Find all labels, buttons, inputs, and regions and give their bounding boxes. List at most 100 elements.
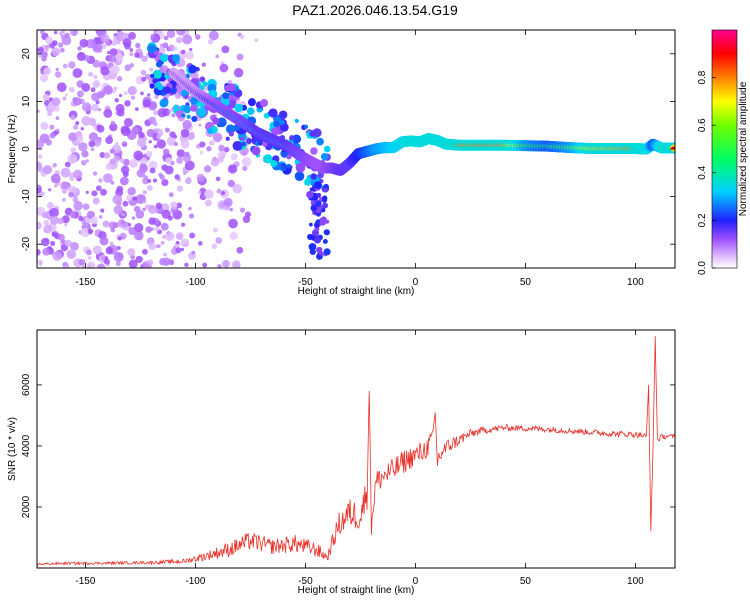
spectrogram-noise-blob bbox=[85, 249, 92, 256]
spectrogram-noise-blob bbox=[93, 74, 98, 79]
spectrogram-noise-blob bbox=[160, 241, 165, 245]
spectrogram-noise-blob bbox=[85, 190, 89, 194]
spectrogram-plume-blob bbox=[309, 187, 314, 192]
spectrogram-band-blob bbox=[273, 120, 280, 128]
spectrogram-noise-blob bbox=[118, 93, 123, 98]
spectrogram-noise-blob bbox=[124, 100, 131, 107]
spectrogram-plume-blob bbox=[321, 197, 328, 203]
spectrogram-noise-blob bbox=[127, 86, 137, 96]
spectrogram-noise-blob bbox=[40, 121, 49, 130]
spectrogram-noise-blob bbox=[148, 140, 152, 144]
spectrogram-noise-blob bbox=[70, 115, 76, 121]
spectrogram-noise-blob bbox=[61, 215, 70, 224]
spectrogram-noise-blob bbox=[254, 38, 259, 43]
spectrogram-noise-blob bbox=[140, 69, 147, 76]
spectrogram-band-blob bbox=[279, 123, 289, 132]
spectrogram-band-blob bbox=[286, 163, 292, 169]
spectrogram-band-blob bbox=[291, 134, 302, 144]
spectrogram-band-blob bbox=[203, 81, 208, 87]
spectrogram-noise-blob bbox=[112, 222, 119, 228]
spectrogram-noise-blob bbox=[92, 42, 103, 53]
spectrogram-noise-blob bbox=[180, 247, 185, 252]
snr-panel: -150 -100 -50 0 50 100 2000 4000 6000 Height of… bbox=[7, 329, 676, 596]
spectrogram-noise-blob bbox=[105, 41, 111, 47]
spectrogram-noise-blob bbox=[165, 157, 172, 164]
spectrogram-noise-blob bbox=[88, 140, 96, 148]
spectrogram-band-blob bbox=[199, 76, 206, 82]
spectrogram-noise-blob bbox=[175, 240, 180, 245]
spectrogram-noise-blob bbox=[43, 165, 53, 175]
spectrogram-noise-blob bbox=[133, 150, 144, 161]
spectrogram-noise-blob bbox=[176, 157, 183, 164]
spectrogram-plume-blob bbox=[322, 238, 328, 244]
spectrogram-noise-blob bbox=[241, 157, 252, 167]
spectrogram-noise-blob bbox=[195, 34, 201, 40]
spectrogram-band-blob bbox=[295, 162, 306, 173]
spectrogram-noise-blob bbox=[109, 241, 114, 246]
spectrogram-x-tick-label: 100 bbox=[627, 277, 644, 288]
spectrogram-noise-blob bbox=[113, 205, 124, 215]
spectrogram-noise-blob bbox=[104, 256, 109, 260]
spectrogram-noise-blob bbox=[51, 97, 61, 107]
spectrogram-noise-blob bbox=[171, 113, 176, 118]
spectrogram-plume-blob bbox=[325, 219, 330, 224]
spectrogram-noise-blob bbox=[80, 227, 91, 238]
spectrogram-band-blob bbox=[190, 104, 198, 112]
spectrogram-noise-blob bbox=[59, 31, 63, 36]
spectrogram-noise-blob bbox=[69, 211, 77, 219]
spectrogram-band-blob bbox=[181, 113, 186, 118]
spectrogram-noise-blob bbox=[148, 242, 156, 250]
spectrogram-x-ticks: -150 -100 -50 0 50 100 bbox=[75, 30, 644, 288]
spectrogram-band-blob bbox=[185, 73, 190, 79]
spectrogram-noise-blob bbox=[43, 224, 53, 234]
spectrogram-noise-blob bbox=[87, 255, 92, 260]
spectrogram-noise-blob bbox=[227, 164, 238, 174]
spectrogram-noise-blob bbox=[139, 163, 148, 173]
spectrogram-plume-blob bbox=[320, 216, 327, 222]
spectrogram-noise-blob bbox=[207, 39, 214, 45]
spectrogram-noise-blob bbox=[98, 178, 103, 183]
spectrogram-noise-blob bbox=[72, 68, 83, 78]
spectrogram-noise-blob bbox=[56, 82, 67, 93]
spectrogram-noise-blob bbox=[81, 82, 91, 92]
spectrogram-band-blob bbox=[246, 107, 255, 115]
spectrogram-noise-blob bbox=[109, 123, 118, 132]
spectrogram-band-blob bbox=[225, 124, 236, 134]
spectrogram-noise-blob bbox=[146, 184, 153, 191]
spectrogram-noise-blob bbox=[153, 144, 158, 149]
spectrogram-noise-blob bbox=[91, 92, 100, 102]
spectrogram-noise-blob bbox=[77, 46, 82, 51]
spectrogram-noise-blob bbox=[157, 244, 161, 248]
spectrogram-noise-blob bbox=[119, 158, 125, 163]
spectrogram-noise-blob bbox=[232, 183, 243, 194]
spectrogram-band-blob bbox=[286, 154, 292, 160]
spectrogram-band-blob bbox=[172, 54, 181, 63]
spectrogram-plume-blob bbox=[323, 229, 330, 236]
spectrogram-noise-blob bbox=[101, 43, 107, 50]
spectrogram-plume-blob bbox=[315, 219, 321, 224]
spectrogram-band-blob bbox=[234, 103, 243, 113]
spectrogram-band-blob bbox=[278, 110, 288, 120]
spectrogram-noise-blob bbox=[230, 153, 238, 161]
spectrogram-noise-blob bbox=[55, 67, 59, 72]
spectrogram-noise-blob bbox=[115, 261, 121, 267]
spectrogram-noise-blob bbox=[112, 194, 123, 205]
snr-y-tick-label: 2000 bbox=[21, 495, 32, 518]
spectrogram-noise-blob bbox=[37, 166, 44, 173]
spectrogram-band-blob bbox=[263, 112, 270, 119]
spectrogram-noise-blob bbox=[50, 173, 61, 184]
spectrogram-noise-blob bbox=[122, 221, 129, 228]
spectrogram-noise-blob bbox=[180, 222, 186, 227]
spectrogram-noise-blob bbox=[202, 85, 210, 92]
spectrogram-noise-blob bbox=[161, 209, 171, 219]
spectrogram-noise-blob bbox=[103, 258, 110, 265]
spectrogram-noise-blob bbox=[147, 204, 157, 214]
spectrogram-noise-blob bbox=[60, 167, 71, 178]
snr-x-tick-label: 50 bbox=[520, 576, 532, 587]
spectrogram-noise-blob bbox=[80, 144, 86, 151]
spectrogram-noise-blob bbox=[141, 248, 148, 255]
spectrogram-noise-blob bbox=[201, 62, 207, 67]
spectrogram-noise-blob bbox=[37, 139, 44, 149]
spectrogram-noise-blob bbox=[176, 185, 184, 192]
